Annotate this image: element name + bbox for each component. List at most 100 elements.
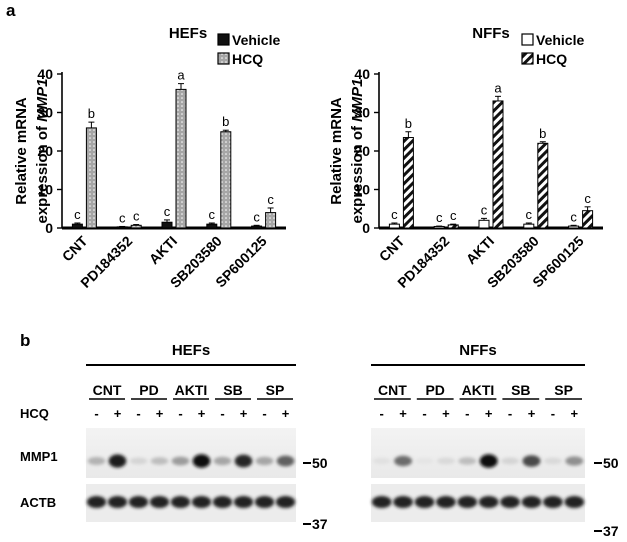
actb-band <box>107 496 128 508</box>
y-tick-label: 30 <box>37 105 53 121</box>
significance-label: c <box>164 204 171 219</box>
x-tick-label: CNT <box>59 232 91 264</box>
treatment-sign: + <box>114 406 122 421</box>
y-tick-label: 10 <box>37 182 53 198</box>
treatment-label: HCQ <box>20 406 49 421</box>
significance-label: a <box>494 80 502 95</box>
legend-swatch-vehicle <box>217 33 230 46</box>
actb-band <box>212 496 233 508</box>
marker-label-50: 50 <box>312 455 328 471</box>
lane-group-label: PD <box>425 382 444 398</box>
mmp1-band <box>394 455 413 467</box>
significance-label: b <box>222 114 229 129</box>
bar-hcq-akti <box>492 100 504 229</box>
bar-hcq-sp600125 <box>265 212 277 229</box>
significance-label: b <box>405 116 412 131</box>
mmp1-band <box>458 457 477 465</box>
actb-band <box>233 496 254 508</box>
lane-group-label: SB <box>223 382 242 398</box>
x-tick-label: AKTI <box>463 233 497 267</box>
y-tick-label: 20 <box>354 143 370 159</box>
significance-label: c <box>119 210 126 225</box>
treatment-sign: + <box>528 406 536 421</box>
mmp1-band <box>129 457 148 465</box>
bar-hcq-sp600125 <box>582 210 594 229</box>
significance-label: c <box>570 209 577 224</box>
actb-band <box>500 496 520 508</box>
mmp1-band <box>372 457 391 465</box>
y-axis-label-text: expression of <box>34 122 51 224</box>
treatment-sign: + <box>571 406 579 421</box>
significance-label: c <box>450 208 457 223</box>
legend-label-hcq: HCQ <box>232 51 263 67</box>
mmp1-band <box>234 454 253 468</box>
row-label-actb: ACTB <box>20 495 56 510</box>
mmp1-band <box>565 456 584 466</box>
y-axis-label-gene: MMP1 <box>34 78 51 121</box>
actb-band <box>191 496 212 508</box>
bar-vehicle-pd184352 <box>433 225 445 229</box>
treatment-sign: + <box>198 406 206 421</box>
bar-vehicle-sb203580 <box>206 223 218 229</box>
bar-hcq-pd184352 <box>130 224 142 229</box>
lane-group-label: SB <box>511 382 530 398</box>
mmp1-band <box>436 457 455 465</box>
y-axis-label-line2: expression of MMP1 <box>349 78 366 223</box>
y-tick-label: 30 <box>354 105 370 121</box>
significance-label: c <box>74 207 81 222</box>
mmp1-band <box>192 454 211 468</box>
significance-label: c <box>209 207 216 222</box>
panel-b-label: b <box>20 331 30 350</box>
treatment-sign: - <box>136 406 140 421</box>
bar-vehicle-sp600125 <box>251 225 263 229</box>
bar-vehicle-akti <box>478 219 490 229</box>
mmp1-band <box>501 457 520 465</box>
legend-label-hcq: HCQ <box>536 51 567 67</box>
significance-label: b <box>88 106 95 121</box>
bar-vehicle-pd184352 <box>116 226 128 229</box>
mmp1-band <box>87 457 106 465</box>
y-tick-label: 40 <box>37 66 53 82</box>
bar-vehicle-cnt <box>71 223 83 229</box>
actb-band <box>564 496 585 508</box>
actb-band <box>128 496 149 508</box>
actb-band <box>254 496 275 508</box>
mmp1-band <box>150 457 169 465</box>
bar-vehicle-akti <box>161 221 173 229</box>
x-tick-label: CNT <box>376 232 408 264</box>
treatment-sign: + <box>240 406 248 421</box>
panel-a-label: a <box>6 1 16 20</box>
mmp1-band <box>543 457 562 465</box>
treatment-sign: - <box>262 406 266 421</box>
significance-label: c <box>584 191 591 206</box>
mmp1-band <box>415 457 434 465</box>
legend-swatch-vehicle <box>521 33 534 46</box>
legend-swatch-hcq <box>217 52 230 65</box>
treatment-sign: - <box>380 406 384 421</box>
mmp1-band <box>213 456 232 466</box>
y-tick-label: 40 <box>354 66 370 82</box>
marker-label-50: 50 <box>603 455 619 471</box>
lane-group-label: SP <box>554 382 573 398</box>
legend-swatch-hcq <box>521 52 534 65</box>
treatment-sign: - <box>422 406 426 421</box>
actb-band <box>371 496 392 508</box>
bar-hcq-sb203580 <box>220 131 232 229</box>
legend-label-vehicle: Vehicle <box>232 32 280 48</box>
mmp1-blot-panel <box>371 428 585 478</box>
treatment-sign: - <box>508 406 512 421</box>
mmp1-band <box>108 454 127 468</box>
y-axis-label-text: expression of <box>349 122 366 224</box>
actb-band <box>521 496 542 508</box>
mmp1-band <box>171 456 190 466</box>
mmp1-band <box>255 456 274 466</box>
mmp1-band <box>522 455 541 467</box>
mmp1-band <box>276 455 295 467</box>
bar-hcq-sb203580 <box>537 142 549 229</box>
